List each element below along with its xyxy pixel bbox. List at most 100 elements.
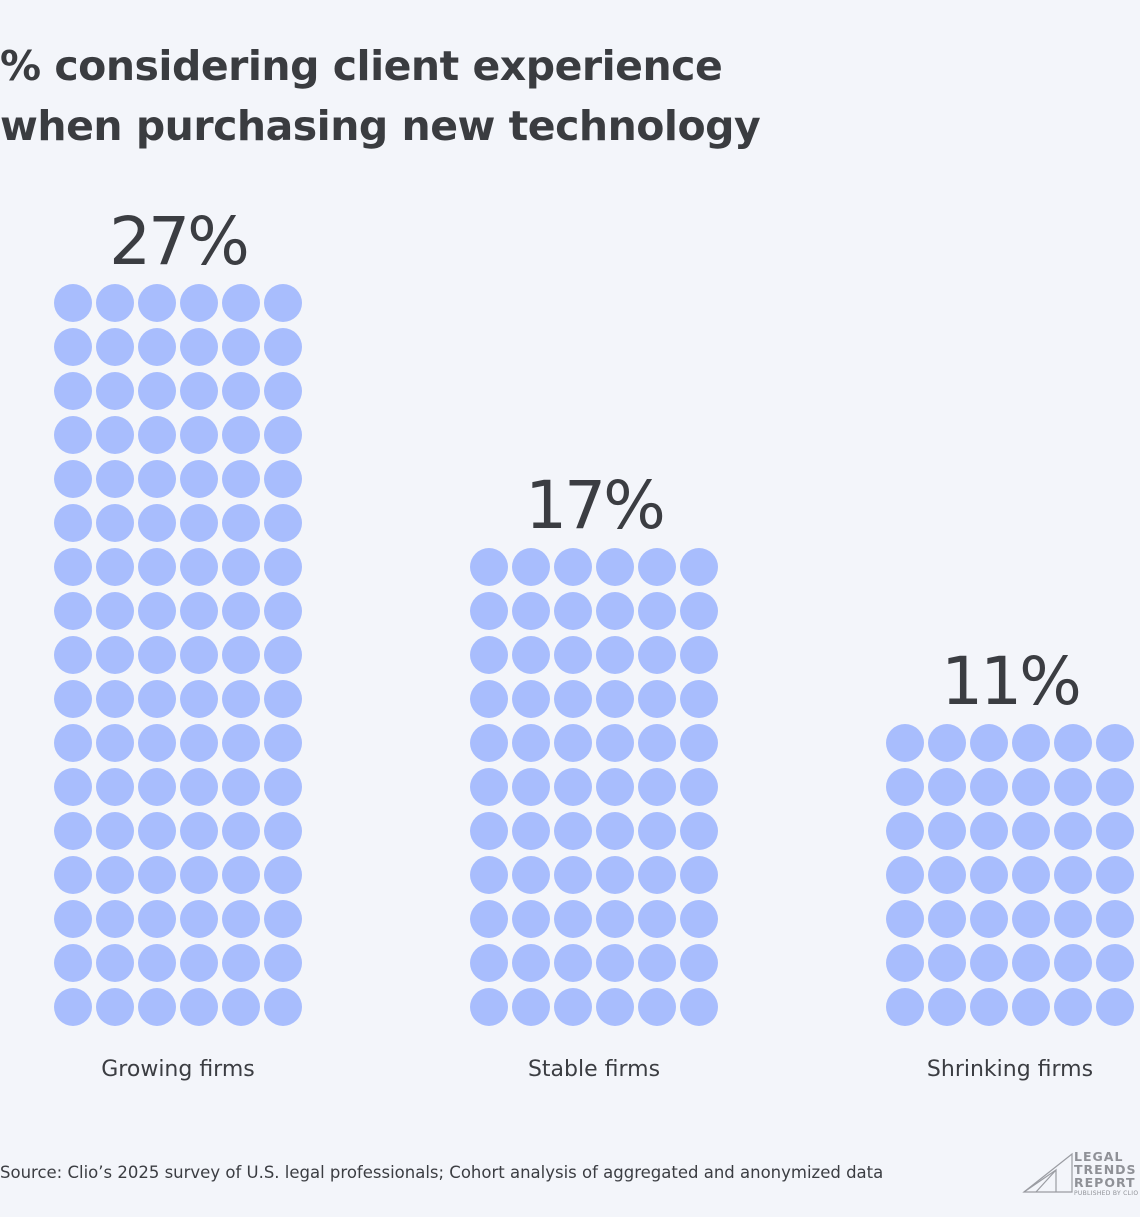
title-line-1: % considering client experience bbox=[0, 42, 723, 90]
bar-stable-firms bbox=[470, 548, 718, 1026]
dot bbox=[680, 592, 718, 630]
dot bbox=[264, 768, 302, 806]
dot bbox=[180, 768, 218, 806]
dot bbox=[596, 988, 634, 1026]
dot bbox=[1012, 724, 1050, 762]
dot bbox=[1054, 724, 1092, 762]
dot bbox=[96, 636, 134, 674]
dot bbox=[596, 944, 634, 982]
dot bbox=[512, 636, 550, 674]
dot bbox=[138, 900, 176, 938]
dot bbox=[264, 284, 302, 322]
dot bbox=[680, 680, 718, 718]
dot bbox=[54, 768, 92, 806]
dot bbox=[1054, 768, 1092, 806]
dot bbox=[54, 460, 92, 498]
dot bbox=[138, 416, 176, 454]
dot bbox=[970, 944, 1008, 982]
dot bbox=[54, 944, 92, 982]
dot bbox=[596, 768, 634, 806]
dot bbox=[596, 724, 634, 762]
dot bbox=[96, 284, 134, 322]
dot bbox=[928, 812, 966, 850]
dot bbox=[1054, 900, 1092, 938]
dot bbox=[180, 724, 218, 762]
bar-growing-firms bbox=[54, 284, 302, 1026]
dot bbox=[470, 548, 508, 586]
dot bbox=[264, 372, 302, 410]
dot bbox=[222, 636, 260, 674]
dot bbox=[138, 724, 176, 762]
dot bbox=[1096, 944, 1134, 982]
dot bbox=[1054, 812, 1092, 850]
value-label: 17% bbox=[525, 467, 663, 544]
dot bbox=[470, 812, 508, 850]
dot bbox=[180, 636, 218, 674]
dot bbox=[54, 328, 92, 366]
dot bbox=[554, 680, 592, 718]
dot bbox=[470, 768, 508, 806]
dot bbox=[680, 724, 718, 762]
dot bbox=[264, 460, 302, 498]
dot bbox=[680, 988, 718, 1026]
dot bbox=[180, 900, 218, 938]
dot bbox=[264, 504, 302, 542]
dot bbox=[680, 768, 718, 806]
dot bbox=[264, 856, 302, 894]
dot bbox=[222, 944, 260, 982]
dot bbox=[1012, 768, 1050, 806]
dot bbox=[180, 988, 218, 1026]
dot bbox=[222, 724, 260, 762]
dot bbox=[554, 856, 592, 894]
dot bbox=[54, 988, 92, 1026]
dot bbox=[554, 768, 592, 806]
dot bbox=[638, 988, 676, 1026]
logo-triangles-icon bbox=[1022, 1152, 1073, 1193]
dot bbox=[180, 548, 218, 586]
dot bbox=[138, 636, 176, 674]
dot bbox=[180, 812, 218, 850]
dot bbox=[638, 856, 676, 894]
dot bbox=[680, 636, 718, 674]
dot bbox=[96, 768, 134, 806]
dot bbox=[1096, 988, 1134, 1026]
dot bbox=[680, 944, 718, 982]
dot bbox=[138, 372, 176, 410]
dot bbox=[1012, 900, 1050, 938]
category-label: Stable firms bbox=[528, 1057, 660, 1082]
dot bbox=[222, 680, 260, 718]
dot bbox=[928, 768, 966, 806]
dot bbox=[638, 592, 676, 630]
dot bbox=[222, 504, 260, 542]
dot bbox=[96, 328, 134, 366]
bar-shrinking-firms bbox=[886, 724, 1134, 1026]
dot bbox=[638, 768, 676, 806]
dot bbox=[96, 988, 134, 1026]
dot bbox=[138, 768, 176, 806]
dot bbox=[638, 944, 676, 982]
dot bbox=[264, 416, 302, 454]
dot bbox=[680, 548, 718, 586]
dot bbox=[1054, 856, 1092, 894]
dot bbox=[96, 460, 134, 498]
dot bbox=[512, 944, 550, 982]
dot bbox=[886, 856, 924, 894]
dot bbox=[970, 768, 1008, 806]
dot bbox=[1096, 812, 1134, 850]
dot bbox=[96, 812, 134, 850]
dot bbox=[222, 592, 260, 630]
dot bbox=[222, 812, 260, 850]
dot bbox=[264, 592, 302, 630]
dot bbox=[138, 944, 176, 982]
dot bbox=[180, 944, 218, 982]
dot bbox=[54, 812, 92, 850]
dot bbox=[470, 900, 508, 938]
dot bbox=[970, 724, 1008, 762]
dot bbox=[1096, 768, 1134, 806]
dot bbox=[470, 724, 508, 762]
dot bbox=[680, 812, 718, 850]
dot bbox=[54, 504, 92, 542]
dot bbox=[96, 372, 134, 410]
dot bbox=[1054, 988, 1092, 1026]
dot bbox=[54, 416, 92, 454]
